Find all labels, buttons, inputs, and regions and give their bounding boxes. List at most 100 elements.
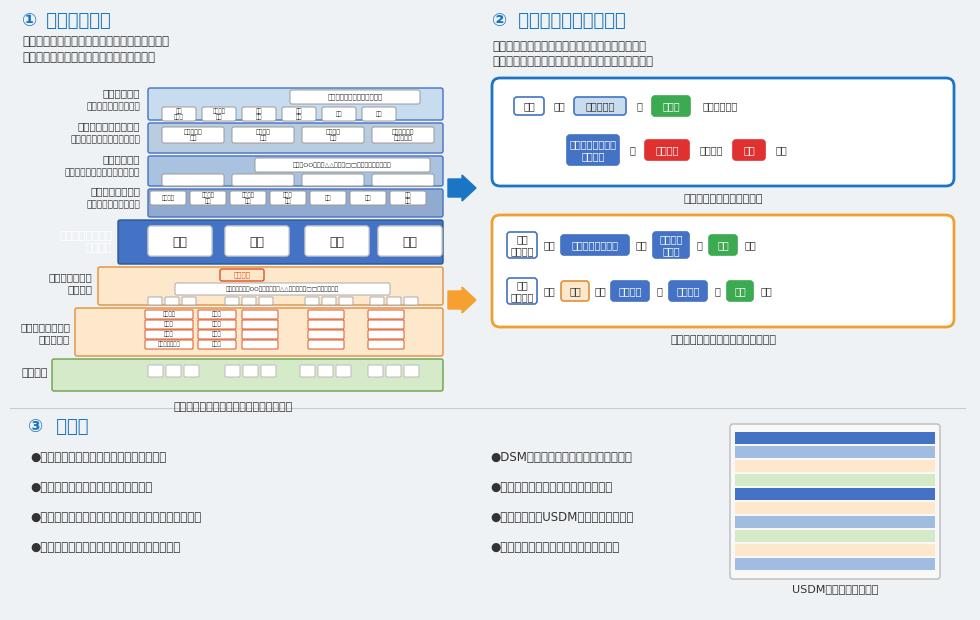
FancyBboxPatch shape — [561, 281, 589, 301]
FancyBboxPatch shape — [350, 191, 386, 205]
FancyBboxPatch shape — [302, 127, 364, 143]
FancyBboxPatch shape — [98, 267, 443, 305]
Text: 構文をルール化し、要件記載粒度を統一化します。: 構文をルール化し、要件記載粒度を統一化します。 — [492, 55, 653, 68]
FancyBboxPatch shape — [148, 123, 443, 153]
FancyBboxPatch shape — [145, 310, 193, 319]
Text: 用語・構文のルール化: 用語・構文のルール化 — [512, 12, 626, 30]
FancyBboxPatch shape — [198, 310, 236, 319]
Text: 走行
モード: 走行 モード — [174, 108, 184, 120]
FancyBboxPatch shape — [322, 107, 356, 121]
Text: 通信手段: 通信手段 — [676, 286, 700, 296]
Text: は、: は、 — [543, 286, 555, 296]
Text: 目標速度
設定: 目標速度 設定 — [241, 192, 255, 204]
FancyBboxPatch shape — [305, 297, 319, 305]
Text: 逆推行: 逆推行 — [212, 322, 221, 327]
FancyBboxPatch shape — [148, 365, 163, 377]
FancyBboxPatch shape — [567, 135, 619, 165]
FancyBboxPatch shape — [225, 365, 240, 377]
FancyBboxPatch shape — [368, 340, 404, 349]
Text: 加速度
設定: 加速度 設定 — [283, 192, 293, 204]
FancyBboxPatch shape — [735, 446, 935, 458]
Text: で: で — [656, 286, 662, 296]
Text: （提供するサービス）: （提供するサービス） — [86, 102, 140, 112]
Text: 車間距離
制御: 車間距離 制御 — [213, 108, 225, 120]
FancyBboxPatch shape — [198, 330, 236, 339]
FancyBboxPatch shape — [148, 88, 443, 120]
Text: システム機能要件: システム機能要件 — [90, 186, 140, 196]
Text: 駆動: 駆動 — [250, 236, 265, 249]
FancyBboxPatch shape — [378, 226, 442, 256]
Text: ●実現方法の検討とサブシステムへの機能配置: ●実現方法の検討とサブシステムへの機能配置 — [30, 541, 180, 554]
FancyBboxPatch shape — [243, 365, 258, 377]
Text: 速度
設定: 速度 設定 — [296, 108, 302, 120]
Text: 伝達手段: 伝達手段 — [618, 286, 642, 296]
Text: は、: は、 — [553, 101, 564, 111]
FancyBboxPatch shape — [735, 558, 935, 570]
FancyBboxPatch shape — [198, 340, 236, 349]
FancyBboxPatch shape — [561, 235, 629, 255]
FancyBboxPatch shape — [387, 297, 401, 305]
Text: 検知: 検知 — [717, 240, 729, 250]
Text: その他: その他 — [50, 418, 88, 436]
FancyBboxPatch shape — [242, 107, 276, 121]
FancyBboxPatch shape — [574, 97, 626, 115]
FancyBboxPatch shape — [75, 308, 443, 356]
Text: 変速加速
制御: 変速加速 制御 — [202, 192, 215, 204]
FancyBboxPatch shape — [184, 365, 199, 377]
Text: ●入力条件に応じたシステム応答定義、車両要件抽出: ●入力条件に応じたシステム応答定義、車両要件抽出 — [30, 511, 201, 524]
Text: サプライヤ省料: サプライヤ省料 — [158, 342, 180, 347]
Text: サブ
システム: サブ システム — [511, 280, 534, 302]
Text: ①: ① — [22, 12, 37, 30]
FancyBboxPatch shape — [300, 365, 315, 377]
FancyBboxPatch shape — [198, 320, 236, 329]
FancyBboxPatch shape — [362, 107, 396, 121]
FancyBboxPatch shape — [709, 235, 737, 255]
FancyBboxPatch shape — [162, 127, 224, 143]
FancyBboxPatch shape — [735, 530, 935, 542]
Text: サブ
システム: サブ システム — [511, 234, 534, 256]
Text: 自車はOOの時に△△したら□□の加速度で加速する: 自車はOOの時に△△したら□□の加速度で加速する — [293, 162, 391, 168]
FancyBboxPatch shape — [372, 174, 434, 186]
Text: は、: は、 — [543, 240, 555, 250]
Text: サブシステムの
機能要件: サブシステムの 機能要件 — [48, 272, 92, 294]
Text: に: に — [714, 286, 720, 296]
FancyBboxPatch shape — [242, 310, 278, 319]
Text: 要求記述で利用してよい用語と、要求階層ごとの: 要求記述で利用してよい用語と、要求階層ごとの — [492, 40, 646, 53]
Text: ユースケースパターン: ユースケースパターン — [77, 121, 140, 131]
Text: 検知対象
処理量: 検知対象 処理量 — [660, 234, 683, 256]
Text: 広報連絡: 広報連絡 — [163, 312, 175, 317]
FancyBboxPatch shape — [370, 297, 384, 305]
FancyBboxPatch shape — [162, 107, 196, 121]
Text: 保守性: 保守性 — [164, 332, 173, 337]
FancyBboxPatch shape — [148, 156, 443, 186]
FancyBboxPatch shape — [611, 281, 649, 301]
Text: 自車: 自車 — [523, 101, 535, 111]
Text: ③: ③ — [28, 418, 43, 436]
Text: する: する — [744, 240, 756, 250]
FancyBboxPatch shape — [368, 320, 404, 329]
Text: が: が — [636, 101, 642, 111]
FancyBboxPatch shape — [339, 297, 353, 305]
Text: ●管理性の高いUSDM要求仕様書の作成: ●管理性の高いUSDM要求仕様書の作成 — [490, 511, 633, 524]
Text: サブシステムへの
非機能要件: サブシステムへの 非機能要件 — [20, 322, 70, 344]
FancyBboxPatch shape — [302, 174, 364, 186]
FancyBboxPatch shape — [310, 191, 346, 205]
Text: 速度記録: 速度記録 — [162, 195, 174, 201]
Text: を、: を、 — [594, 286, 606, 296]
Text: 制動: 制動 — [329, 236, 345, 249]
Text: ユースケース: ユースケース — [103, 88, 140, 98]
FancyBboxPatch shape — [669, 281, 707, 301]
Text: システム要求の構文ルール: システム要求の構文ルール — [683, 194, 762, 204]
FancyBboxPatch shape — [148, 189, 443, 217]
Text: 服従: 服従 — [375, 111, 382, 117]
Text: 網羅性を確保した要求抽出を実現します。: 網羅性を確保した要求抽出を実現します。 — [22, 51, 155, 64]
Text: ●シーンに応じた車両の振る舞い定義: ●シーンに応じた車両の振る舞い定義 — [30, 481, 152, 494]
Text: （シーンに応じた振る舞い）: （シーンに応じた振る舞い） — [71, 136, 140, 144]
Text: 減速: 減速 — [365, 195, 371, 201]
FancyBboxPatch shape — [182, 297, 196, 305]
FancyBboxPatch shape — [232, 174, 294, 186]
Text: 乗り込み条件
判定の定義: 乗り込み条件 判定の定義 — [392, 129, 415, 141]
Text: 信号授受: 信号授受 — [233, 272, 251, 278]
FancyBboxPatch shape — [162, 174, 224, 186]
FancyBboxPatch shape — [259, 297, 273, 305]
